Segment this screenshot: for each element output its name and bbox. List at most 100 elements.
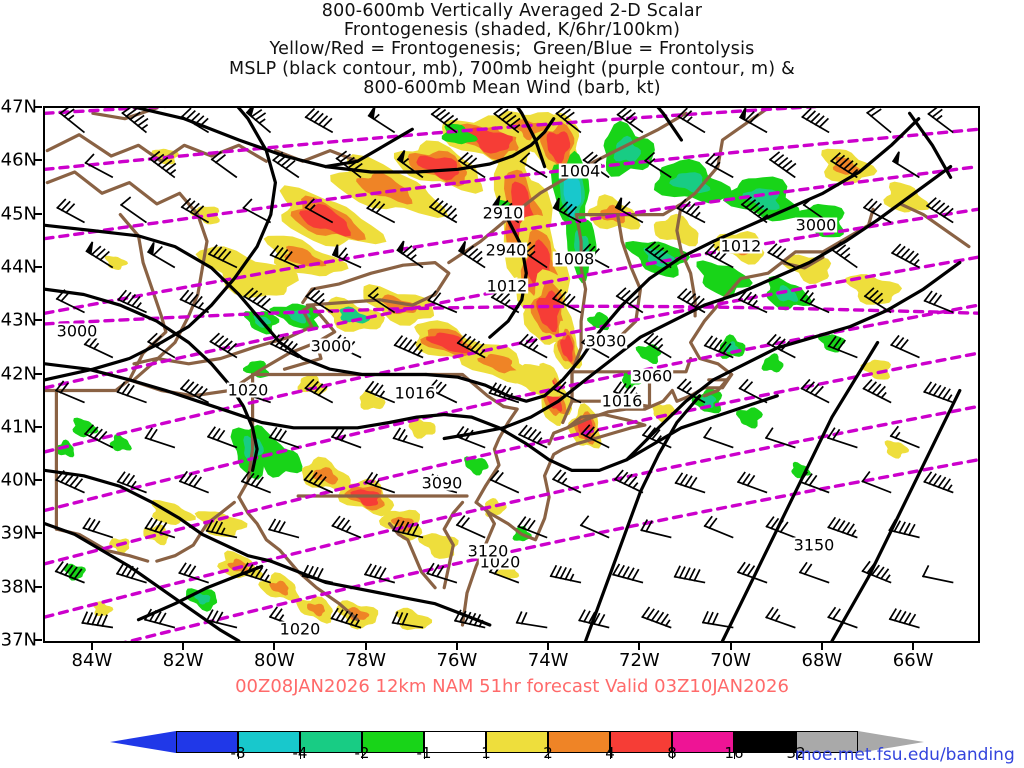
- wind-barb: [830, 152, 859, 179]
- svg-text:3090: 3090: [422, 473, 463, 492]
- wind-barb: [552, 288, 582, 314]
- svg-text:2910: 2910: [483, 203, 524, 222]
- wind-barb: [676, 288, 706, 314]
- svg-text:3060: 3060: [632, 366, 673, 385]
- contour-label: 3090: [420, 473, 464, 492]
- lat-tick-label: 40N: [0, 469, 37, 491]
- mslp-contour: [45, 522, 241, 641]
- lat-tick: [35, 639, 42, 641]
- lon-tick: [547, 643, 550, 650]
- title-line-4: MSLP (black contour, mb), 700mb height (…: [229, 58, 795, 79]
- wind-barb: [117, 289, 147, 314]
- height-contour: [45, 164, 978, 315]
- mslp-contour: [424, 117, 921, 403]
- wind-barb: [673, 565, 706, 584]
- wind-barb: [613, 469, 644, 494]
- wind-barb: [927, 108, 954, 134]
- geo-polyline: [132, 303, 328, 366]
- wind-barb: [614, 197, 644, 224]
- wind-barb: [393, 335, 424, 359]
- wind-barb: [890, 334, 920, 359]
- contour-label: 1020: [278, 619, 322, 638]
- lon-tick-label: 74W: [527, 650, 569, 671]
- colorbar-segment[interactable]: [300, 731, 362, 753]
- colorbar-segment[interactable]: [362, 731, 424, 753]
- colorbar-tick: [300, 753, 301, 759]
- mslp-contour: [45, 223, 428, 377]
- colorbar-segment[interactable]: [610, 731, 672, 753]
- colorbar-max-arrow: [858, 731, 924, 753]
- wind-barb: [705, 153, 734, 179]
- contour-label: 1016: [393, 383, 437, 402]
- wind-barb: [116, 381, 147, 404]
- wind-barb: [456, 333, 486, 359]
- wind-barb: [827, 606, 858, 629]
- title-line-3: Yellow/Red = Frontogenesis; Green/Blue =…: [269, 39, 755, 60]
- lat-tick: [35, 532, 42, 535]
- lon-tick-label: 80W: [254, 650, 295, 671]
- colorbar-segment[interactable]: [176, 731, 238, 753]
- lon-tick-label: 68W: [801, 650, 843, 671]
- wind-barb: [240, 471, 272, 494]
- geo-polyline: [474, 412, 647, 542]
- wind-barb: [863, 287, 892, 314]
- wind-barb: [242, 198, 272, 224]
- wind-barb: [890, 243, 920, 269]
- wind-barb: [367, 108, 396, 134]
- lat-tick-label: 45N: [0, 203, 37, 225]
- wind-barb: [923, 290, 954, 314]
- colorbar-segment[interactable]: [424, 731, 486, 753]
- map-plot-area[interactable]: 1004 1008 1012 1012 1016 1016 1020 1020 1020 3000…: [43, 106, 980, 643]
- wind-barb: [430, 108, 459, 134]
- wind-barb: [303, 469, 334, 494]
- lat-tick: [35, 159, 42, 162]
- wind-barb: [800, 378, 830, 404]
- wind-barb: [367, 286, 396, 314]
- wind-barb: [364, 471, 396, 494]
- wind-barb: [54, 380, 85, 404]
- wind-barb: [889, 425, 920, 449]
- wind-barb: [455, 515, 486, 539]
- mslp-contour: [45, 362, 446, 430]
- wind-barb: [488, 382, 520, 404]
- colorbar-segment[interactable]: [548, 731, 610, 753]
- wind-barb: [268, 518, 300, 539]
- colorbar-segment[interactable]: [672, 731, 734, 753]
- colorbar-segment[interactable]: [486, 731, 548, 753]
- wind-barb: [396, 149, 424, 179]
- wind-barb: [923, 381, 954, 404]
- wind-barb: [269, 245, 300, 269]
- wind-barb: [552, 379, 582, 404]
- colorbar-segment[interactable]: [238, 731, 300, 753]
- svg-text:1004: 1004: [560, 161, 601, 180]
- wind-barb: [458, 241, 486, 269]
- wind-barb: [517, 516, 548, 539]
- geo-polyline: [442, 500, 465, 590]
- svg-text:3150: 3150: [794, 535, 835, 554]
- wind-barb: [925, 197, 954, 224]
- mslp-contour: [656, 108, 683, 142]
- contour-label: 2940: [484, 240, 528, 259]
- wind-barb: [245, 108, 272, 134]
- title-line-5: 800-600mb Mean Wind (barb, kt): [363, 77, 661, 98]
- svg-text:1016: 1016: [395, 383, 436, 402]
- colorbar-segment[interactable]: [734, 731, 796, 753]
- mslp-contour: [45, 108, 277, 382]
- wind-barb: [243, 287, 272, 314]
- lon-tick-label: 72W: [619, 650, 660, 671]
- wind-barb: [331, 515, 362, 539]
- colorbar-tick: [238, 753, 239, 759]
- geo-polyline: [45, 170, 209, 270]
- lat-tick: [35, 319, 42, 322]
- colorbar[interactable]: [110, 731, 924, 753]
- contour-label: 3000: [309, 336, 353, 355]
- wind-barb: [84, 153, 114, 179]
- lat-tick: [35, 585, 42, 588]
- wind-barb: [120, 196, 147, 224]
- wind-barb: [210, 151, 238, 179]
- wind-barb: [207, 244, 238, 269]
- wind-barb: [736, 471, 768, 494]
- wind-barb: [59, 108, 85, 134]
- colorbar-segment[interactable]: [796, 731, 858, 753]
